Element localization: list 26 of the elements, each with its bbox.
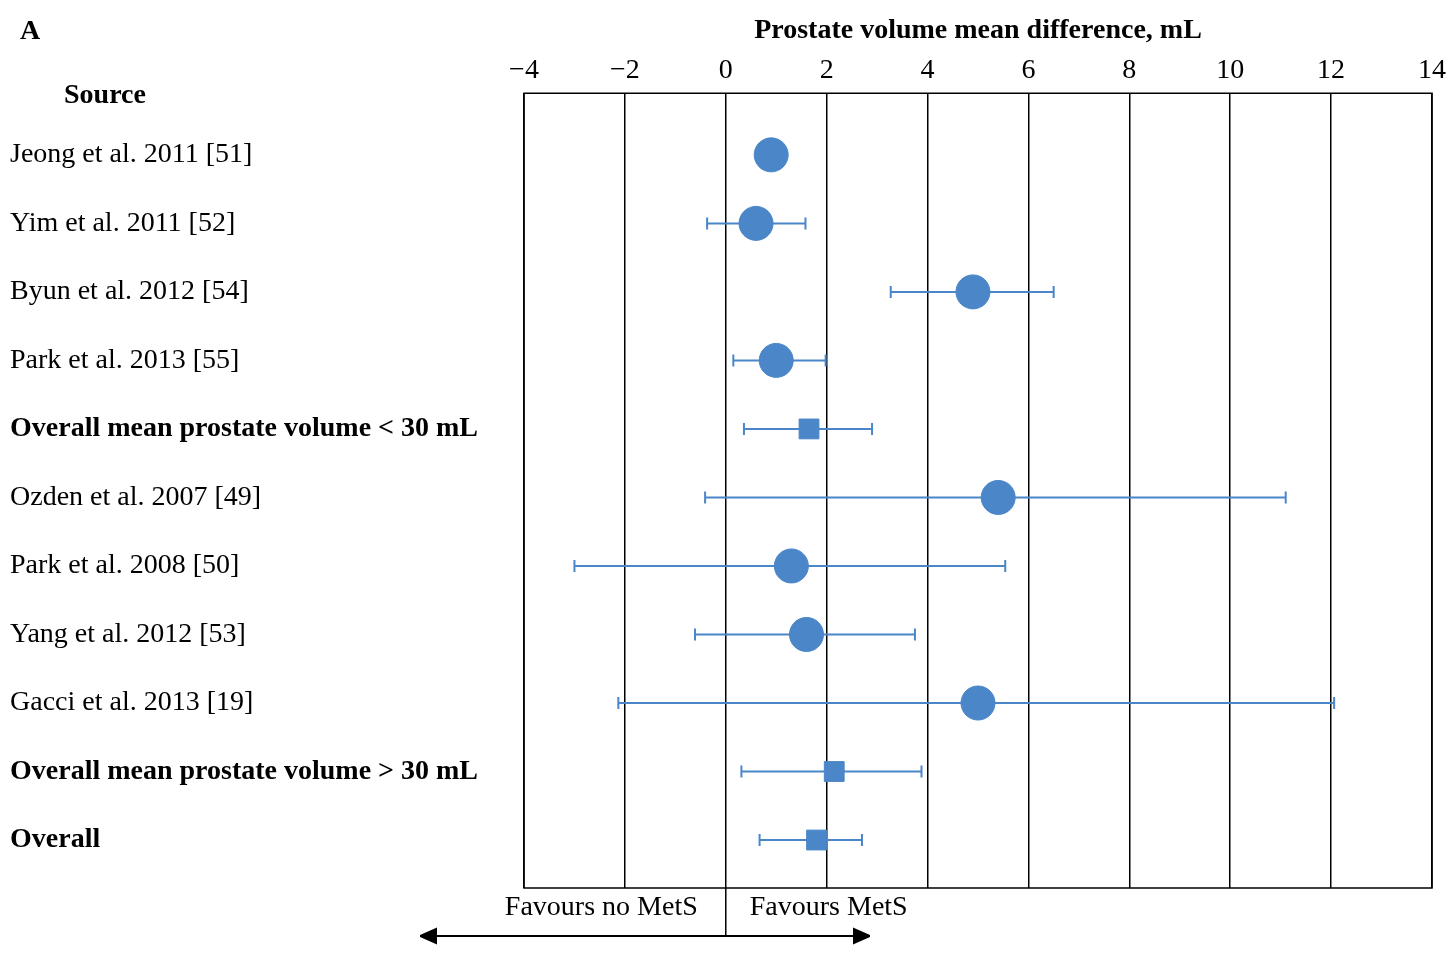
x-tick-label: 10 [1216,52,1245,84]
x-tick-label: −4 [509,52,539,84]
x-tick-label: 2 [819,52,834,84]
x-tick-label: 14 [1418,52,1446,84]
text: Favours MetS [749,890,908,922]
text: Source [64,78,146,110]
y-tick-label: Overall mean prostate volume < 30 mL [10,411,479,443]
x-tick-label: 12 [1317,52,1346,84]
y-tick-label: Park et al. 2008 [50] [10,548,240,580]
y-tick-label: Byun et al. 2012 [54] [10,274,249,306]
x-tick-label: 6 [1021,52,1036,84]
text: Favours no MetS [504,890,698,922]
y-tick-label: Overall [10,822,101,854]
x-tick-label: −2 [609,52,640,84]
y-tick-label: Gacci et al. 2013 [19] [10,685,254,717]
y-tick-label: Ozden et al. 2007 [49] [10,479,262,511]
y-tick-label: Yang et al. 2012 [53] [10,616,246,648]
x-axis-title: Prostate volume mean difference, mL [754,13,1202,45]
x-tick-label: 8 [1122,52,1137,84]
y-tick-label: Overall mean prostate volume > 30 mL [10,753,479,785]
x-tick-label: 4 [920,52,935,84]
y-tick-label: Jeong et al. 2011 [51] [10,137,253,169]
y-tick-label: Park et al. 2013 [55] [10,342,240,374]
y-tick-label: Yim et al. 2011 [52] [10,205,236,237]
text: A [20,14,41,46]
x-tick-label: 0 [718,52,733,84]
